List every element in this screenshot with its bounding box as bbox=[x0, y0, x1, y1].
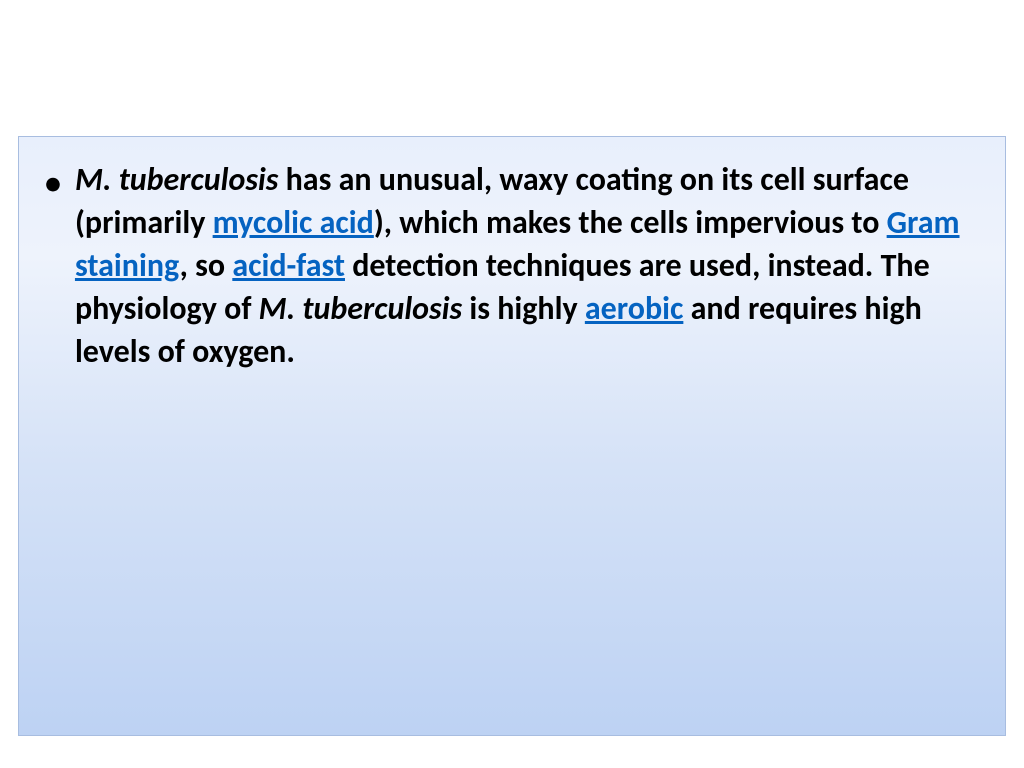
text-run: M. tuberculosis bbox=[259, 289, 462, 328]
hyperlink[interactable]: acid-fast bbox=[232, 246, 345, 285]
bullet-marker: • bbox=[39, 159, 75, 205]
slide: • M. tuberculosis has an unusual, waxy c… bbox=[0, 0, 1024, 768]
content-box: • M. tuberculosis has an unusual, waxy c… bbox=[18, 136, 1006, 736]
hyperlink[interactable]: mycolic acid bbox=[213, 203, 374, 242]
text-run: M. tuberculosis bbox=[75, 160, 278, 199]
text-run: is highly bbox=[462, 289, 585, 328]
bullet-text: M. tuberculosis has an unusual, waxy coa… bbox=[75, 159, 983, 373]
bullet-item: • M. tuberculosis has an unusual, waxy c… bbox=[39, 159, 983, 373]
text-run: , so bbox=[180, 246, 233, 285]
hyperlink[interactable]: aerobic bbox=[585, 289, 684, 328]
text-run: ), which makes the cells impervious to bbox=[374, 203, 887, 242]
